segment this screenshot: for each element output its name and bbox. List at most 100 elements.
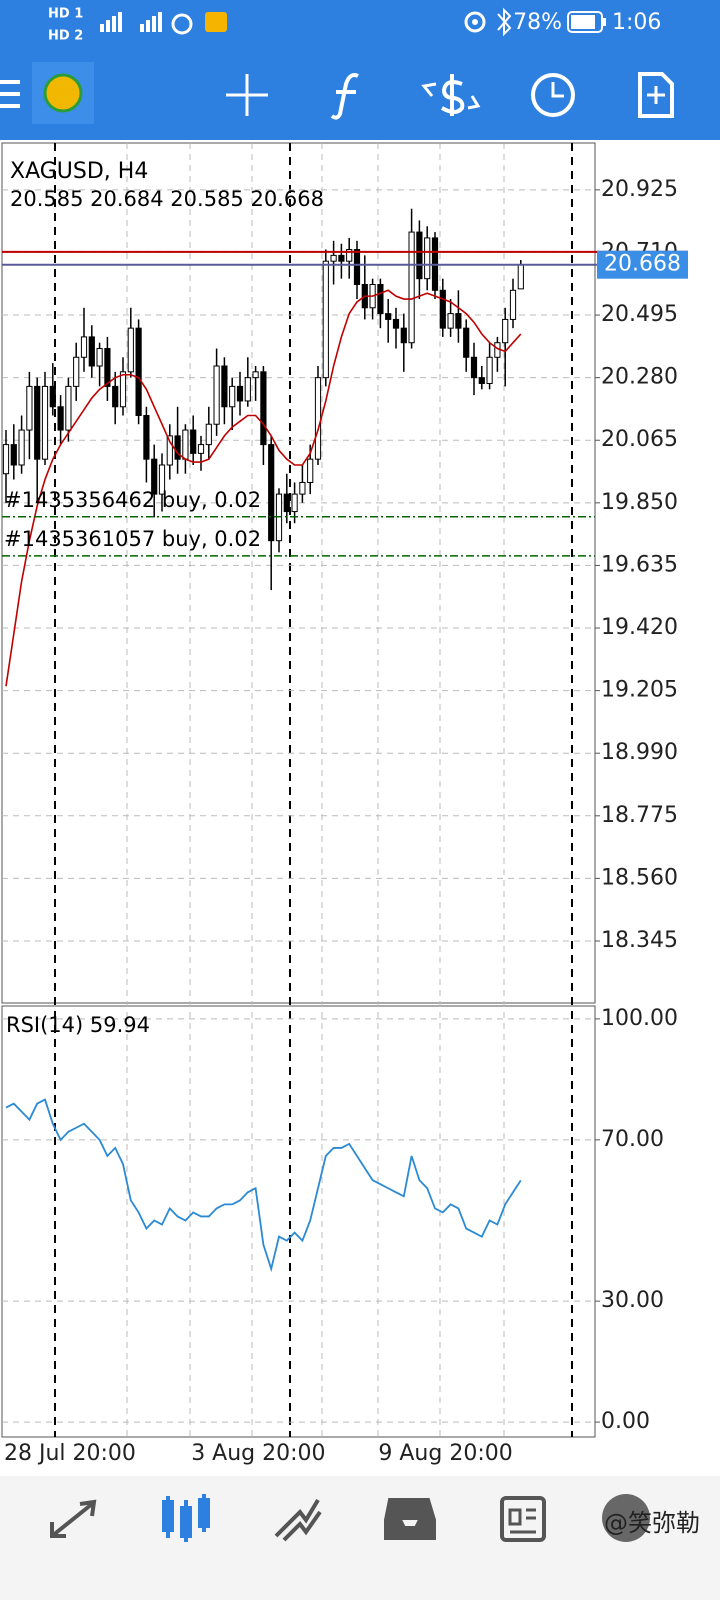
candle-body xyxy=(291,493,298,513)
watermark: @笑弥勒 xyxy=(604,1509,700,1537)
candle-body xyxy=(400,327,407,344)
candle-body xyxy=(229,385,236,408)
candle-body xyxy=(65,385,72,431)
candle-body xyxy=(10,444,17,466)
sim-label: HD 2 xyxy=(48,29,83,44)
candle-body xyxy=(135,327,142,416)
bid-label: 20.668 xyxy=(604,252,681,277)
y-tick-label: 70.00 xyxy=(601,1127,664,1152)
indicators-button[interactable] xyxy=(330,73,359,120)
candle-body xyxy=(322,260,329,379)
candle-body xyxy=(252,371,259,379)
sim-label: HD 1 xyxy=(48,7,83,22)
candle-body xyxy=(190,429,197,454)
y-tick-label: 19.635 xyxy=(601,552,678,577)
rsi-panel xyxy=(1,1005,596,1438)
candle-body xyxy=(346,249,353,262)
candle-body xyxy=(112,385,119,408)
candle-body xyxy=(2,444,10,475)
ohlc-label: 20.585 20.684 20.585 20.668 xyxy=(10,187,324,211)
candle-body xyxy=(174,435,181,460)
history-tab[interactable] xyxy=(384,1498,436,1540)
candle-body xyxy=(455,313,462,329)
candle-body xyxy=(478,377,485,384)
candle-body xyxy=(260,371,267,446)
y-tick-label: 19.850 xyxy=(601,490,678,515)
candle-body xyxy=(158,464,166,495)
candle-body xyxy=(447,313,454,329)
price-panel xyxy=(1,142,596,1004)
y-tick-label: 18.990 xyxy=(601,740,678,765)
candle-body xyxy=(314,377,322,460)
candle-body xyxy=(338,254,345,262)
chart-tab[interactable] xyxy=(162,1494,210,1542)
candle-body xyxy=(119,371,127,408)
plot-layer: 20.92520.71020.49520.28020.06519.85019.6… xyxy=(2,177,688,1466)
rsi-title: RSI(14) 59.94 xyxy=(6,1013,150,1037)
candle-body xyxy=(377,283,384,315)
y-tick-label: 18.345 xyxy=(601,928,678,953)
candle-body xyxy=(299,481,306,495)
new-order-button[interactable] xyxy=(638,72,674,118)
candle-body xyxy=(73,356,80,387)
candle-body xyxy=(182,429,189,460)
candle-body xyxy=(18,429,25,466)
candle-body xyxy=(96,348,103,367)
candle-body xyxy=(34,385,41,460)
candle-body xyxy=(244,377,251,402)
vertical-grid xyxy=(126,143,505,1437)
trade-button[interactable] xyxy=(421,74,481,116)
watermark-avatar xyxy=(602,1494,650,1542)
crosshair-button[interactable] xyxy=(226,74,268,116)
candle-body xyxy=(57,406,64,431)
y-tick-label: 18.775 xyxy=(601,803,678,828)
y-tick-label: 19.205 xyxy=(601,678,678,703)
trade-tab[interactable] xyxy=(274,1498,322,1542)
app-logo-mark xyxy=(43,73,83,113)
candle-body xyxy=(283,493,290,513)
x-tick-label: 9 Aug 20:00 xyxy=(378,1441,512,1466)
candle-body xyxy=(26,385,33,431)
candle-body xyxy=(213,365,220,425)
candle-body xyxy=(517,264,524,290)
candle-body xyxy=(127,327,134,373)
candle-body xyxy=(151,458,158,495)
moving-average xyxy=(5,289,522,687)
candle-body xyxy=(330,254,337,262)
candle-body xyxy=(385,313,392,320)
y-tick-label: 20.925 xyxy=(601,177,678,202)
menu-button[interactable] xyxy=(0,80,20,108)
candle-body xyxy=(307,458,314,483)
news-tab[interactable] xyxy=(500,1496,546,1542)
order-label: #1435356462 buy, 0.02 xyxy=(4,488,261,512)
candle-body xyxy=(470,356,478,379)
candle-body xyxy=(502,318,509,344)
y-tick-label: 18.560 xyxy=(601,865,678,890)
candle-body xyxy=(104,348,111,387)
signal-icons xyxy=(100,7,606,37)
candle-body xyxy=(486,356,493,384)
quotes-tab[interactable] xyxy=(50,1499,97,1538)
battery-level: 78% xyxy=(513,10,562,35)
candle-body xyxy=(221,365,228,408)
clock: 1:06 xyxy=(612,10,661,35)
candle-body xyxy=(197,444,205,454)
history-button[interactable] xyxy=(531,73,575,117)
candle-body xyxy=(268,444,275,542)
candle-body xyxy=(353,249,361,285)
candle-body xyxy=(424,237,431,280)
rsi-line xyxy=(5,1098,522,1273)
candle-body xyxy=(408,231,415,344)
y-tick-label: 30.00 xyxy=(601,1288,664,1313)
chart-title: XAGUSD, H4 xyxy=(10,159,148,184)
candle-body xyxy=(236,385,244,402)
candle-body xyxy=(143,414,150,460)
candle-body xyxy=(88,336,95,367)
y-tick-label: 100.00 xyxy=(601,1006,678,1031)
y-tick-label: 0.00 xyxy=(601,1409,650,1434)
candle-body xyxy=(416,231,423,280)
toolbar xyxy=(0,62,674,124)
candle-body xyxy=(509,289,517,320)
